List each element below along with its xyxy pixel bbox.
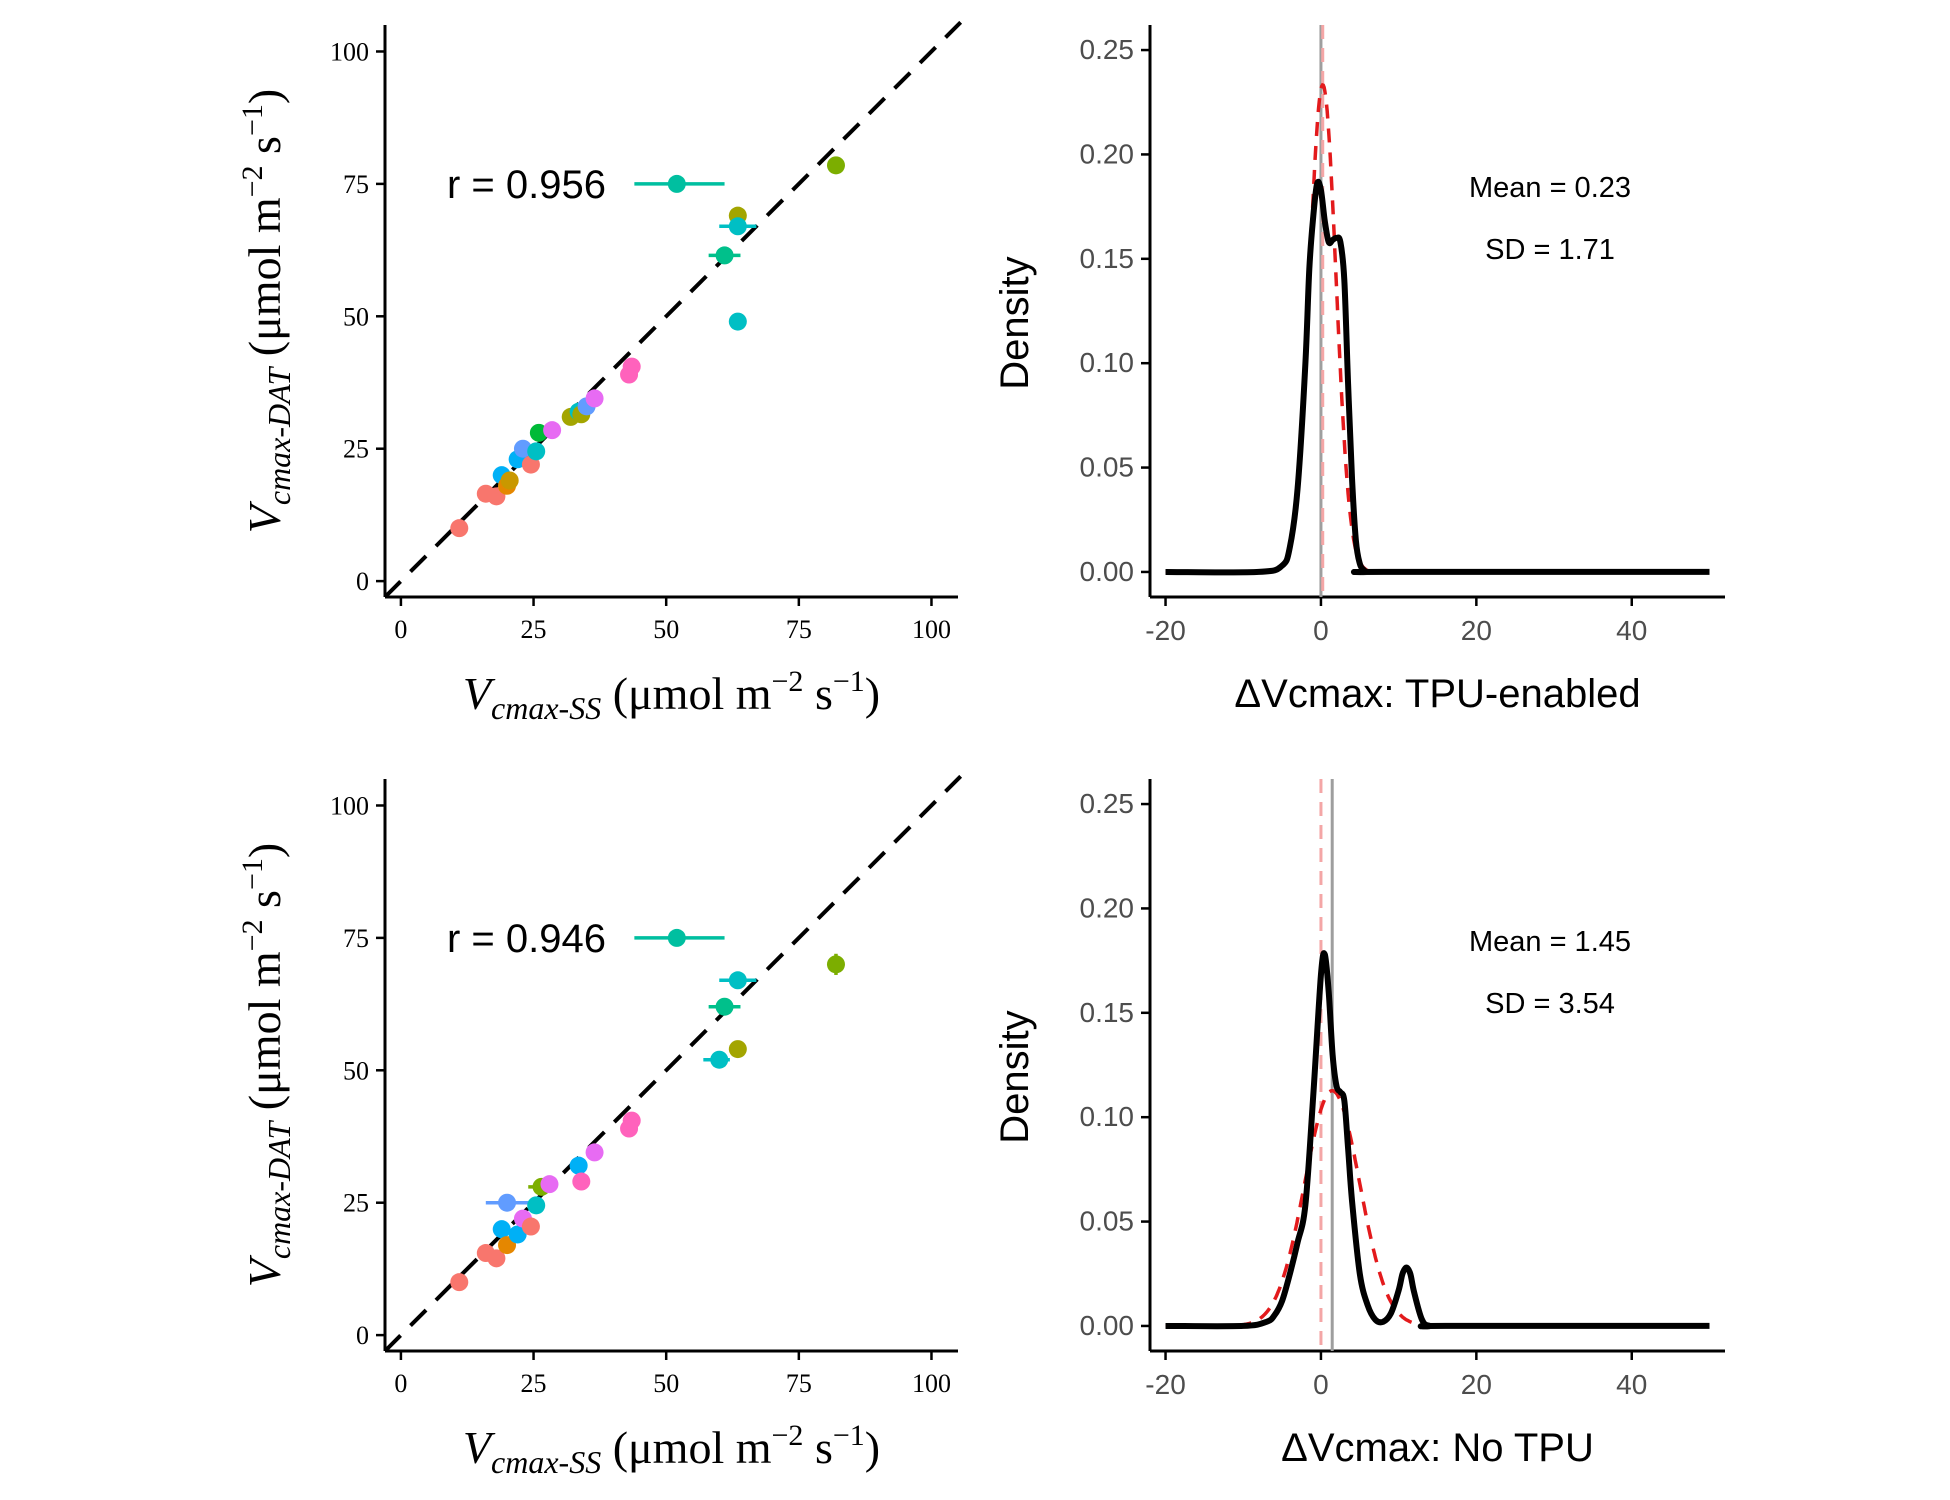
x-tick-label: 25 [521,1369,547,1398]
y-tick-label: 50 [343,1056,369,1085]
x-tick-label: 0 [1313,1369,1329,1400]
normal-curve [1165,82,1709,574]
y-tick-label: 50 [343,302,369,331]
y-tick-label: 0.20 [1080,892,1135,923]
x-tick-label: 0 [1313,615,1329,646]
y-tick-label: 0.00 [1080,556,1135,587]
x-tick-label: 20 [1461,1369,1492,1400]
y-tick-label: 100 [330,791,369,820]
x-tick-label: 100 [912,615,951,644]
y-tick-label: 0.25 [1080,788,1135,819]
data-point [715,997,734,1016]
correlation-annotation: r = 0.946 [447,917,606,961]
x-tick-label: 0 [394,615,407,644]
y-axis-title: Vcmax-DAT (μmol m−2 s−1) [236,843,297,1287]
x-tick-label: 50 [653,615,679,644]
data-point [710,1050,729,1069]
y-tick-label: 0.15 [1080,997,1135,1028]
data-point [508,1225,527,1244]
density-curve [1165,950,1710,1330]
x-axis-title: Vcmax-SS (μmol m−2 s−1) [463,665,880,726]
data-point [498,1193,517,1212]
density-panel-tpu-enabled: 0.00 0.05 0.10 0.15 0.20 0.25 -20 0 20 40 Mean = 0… [993,25,1725,716]
data-point [527,442,546,461]
x-tick-label: 25 [521,615,547,644]
y-tick-label: 0.10 [1080,347,1135,378]
y-tick-label: 0.05 [1080,452,1135,483]
y-tick-label: 100 [330,37,369,66]
data-point [728,217,747,236]
data-point [500,471,519,490]
density-panel-no-tpu: 0.00 0.05 0.10 0.15 0.20 0.25 -20 0 20 40 Mean = 1… [993,779,1725,1470]
x-tick-label: -20 [1145,615,1185,646]
x-axis-title: ΔVcmax: TPU-enabled [1234,672,1640,716]
data-point [622,1111,641,1130]
y-tick-label: 0.20 [1080,138,1135,169]
x-tick-label: 75 [786,1369,812,1398]
y-tick-label: 75 [343,924,369,953]
data-point [450,519,469,538]
data-point [569,1156,588,1175]
y-tick-label: 0.10 [1080,1101,1135,1132]
x-tick-label: 20 [1461,615,1492,646]
data-point [667,928,686,947]
x-tick-label: 40 [1616,615,1647,646]
y-tick-label: 25 [343,435,369,464]
data-point [826,156,845,175]
y-tick-label: 0.00 [1080,1310,1135,1341]
x-tick-label: 50 [653,1369,679,1398]
x-axis-title: Vcmax-SS (μmol m−2 s−1) [463,1419,880,1480]
data-point [585,389,604,408]
data-point [572,1172,591,1191]
data-point [527,1196,546,1215]
data-point [622,357,641,376]
mean-annotation: Mean = 1.45 [1469,926,1631,958]
x-tick-label: 75 [786,615,812,644]
normal-curve [1165,1088,1709,1328]
y-tick-label: 75 [343,170,369,199]
data-point [450,1273,469,1292]
y-tick-label: 0 [356,1321,369,1350]
x-tick-label: 40 [1616,1369,1647,1400]
data-point [715,246,734,265]
density-curve [1165,178,1710,576]
y-axis-title: Vcmax-DAT (μmol m−2 s−1) [236,89,297,533]
data-point [540,1175,559,1194]
sd-annotation: SD = 3.54 [1485,988,1615,1020]
mean-annotation: Mean = 0.23 [1469,172,1631,204]
data-point [492,1220,511,1239]
data-point [728,1040,747,1059]
data-point [487,1249,506,1268]
correlation-annotation: r = 0.956 [447,163,606,207]
data-point [585,1143,604,1162]
y-tick-label: 0.15 [1080,243,1135,274]
y-tick-label: 0 [356,567,369,596]
data-point [728,971,747,990]
y-axis-title: Density [993,256,1037,389]
data-point [543,421,562,440]
data-point [521,1217,540,1236]
data-point [667,174,686,193]
scatter-panel-tpu-enabled: 0 25 50 75 100 0 25 50 75 100 r = 0.956 Vcmax-SS (μ… [236,20,963,726]
x-tick-label: 100 [912,1369,951,1398]
x-axis-title: ΔVcmax: No TPU [1281,1426,1594,1470]
sd-annotation: SD = 1.71 [1485,234,1615,266]
scatter-panel-no-tpu: 0 25 50 75 100 0 25 50 75 100 r = 0.946 Vcmax-SS (μ… [236,774,963,1480]
x-tick-label: 0 [394,1369,407,1398]
y-tick-label: 25 [343,1189,369,1218]
one-to-one-line [383,20,963,599]
data-point [728,312,747,331]
y-tick-label: 0.25 [1080,34,1135,65]
one-to-one-line [383,774,963,1353]
y-tick-label: 0.05 [1080,1206,1135,1237]
y-axis-title: Density [993,1010,1037,1143]
x-tick-label: -20 [1145,1369,1185,1400]
data-point [826,955,845,974]
